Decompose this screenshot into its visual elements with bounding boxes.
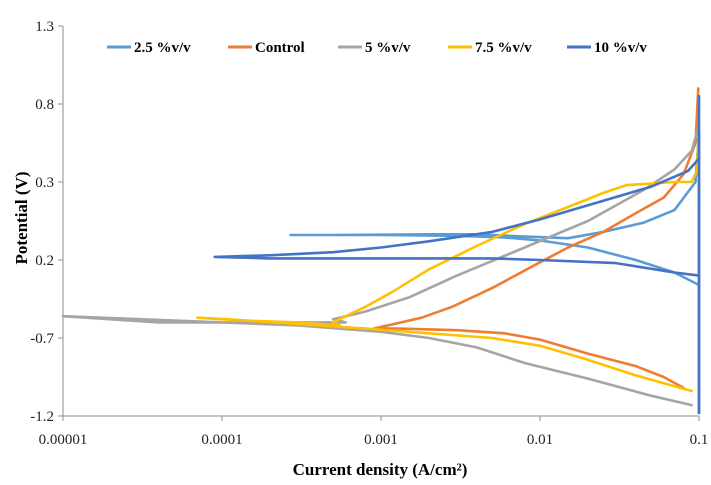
x-tick-label: 0.001 xyxy=(364,432,398,448)
legend: 2.5 %v/v Control 5 %v/v 7.5 %v/v 10 %v/v xyxy=(107,40,647,56)
x-tick-label: 0.00001 xyxy=(39,432,88,448)
x-axis-ticks: 0.00001 0.0001 0.001 0.01 0.1 xyxy=(39,416,709,448)
legend-label: 5 %v/v xyxy=(365,40,411,56)
y-tick-label: 0.8 xyxy=(35,97,54,113)
legend-label: 10 %v/v xyxy=(594,40,647,56)
y-tick-label: 0.2 xyxy=(35,253,54,269)
legend-label: 7.5 %v/v xyxy=(475,40,532,56)
x-axis-title: Current density (A/cm²) xyxy=(293,460,468,479)
x-tick-label: 0.1 xyxy=(690,432,709,448)
x-tick-label: 0.01 xyxy=(527,432,553,448)
y-tick-label: -0.7 xyxy=(30,331,54,347)
series-line-1 xyxy=(289,130,701,415)
series-line-4 xyxy=(196,141,700,393)
legend-label: Control xyxy=(255,40,305,56)
y-tick-label: 0.3 xyxy=(35,175,54,191)
y-axis-title: Potential (V) xyxy=(12,171,31,264)
legend-label: 2.5 %v/v xyxy=(134,40,191,56)
x-tick-label: 0.0001 xyxy=(201,432,242,448)
y-tick-label: -1.2 xyxy=(30,409,54,425)
series-line-5 xyxy=(213,94,701,415)
y-tick-label: 1.3 xyxy=(35,19,54,35)
y-axis-ticks: 1.3 0.8 0.3 0.2 -0.7 -1.2 xyxy=(30,19,63,425)
series-line-2 xyxy=(372,87,700,390)
series-layer xyxy=(61,87,701,415)
